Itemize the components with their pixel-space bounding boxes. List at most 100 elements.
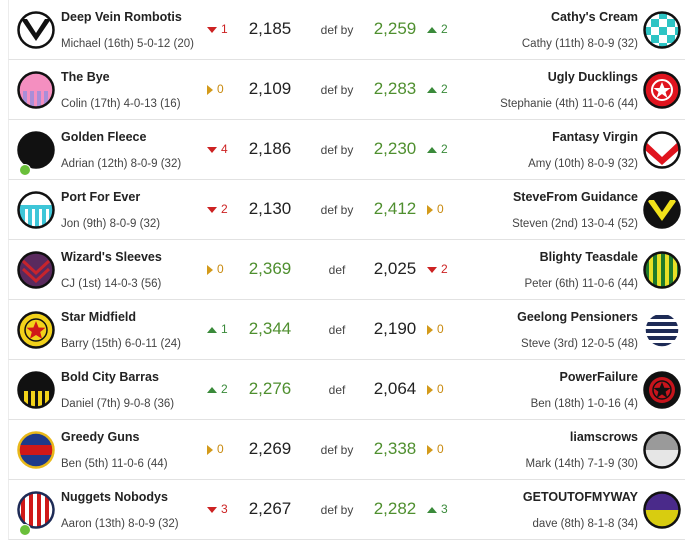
home-team-guernsey-icon[interactable] [17, 311, 55, 349]
away-team-guernsey-icon[interactable] [643, 431, 681, 469]
away-coach-record: Amy (10th) 8-0-9 (32) [528, 158, 638, 170]
home-rank-change: 0 [207, 442, 224, 456]
home-coach-record: Colin (17th) 4-0-13 (16) [61, 98, 181, 110]
away-score: 2,283 [373, 79, 417, 98]
away-team-guernsey-icon[interactable] [643, 71, 681, 109]
home-rank-change: 2 [207, 202, 228, 216]
away-score: 2,259 [373, 19, 417, 38]
match-row[interactable]: Wizard's Sleeves CJ (1st) 14-0-3 (56) 0 … [8, 240, 685, 300]
match-row[interactable]: Star Midfield Barry (15th) 6-0-11 (24) 1… [8, 300, 685, 360]
rank-movement: 4 [221, 142, 228, 156]
rank-up-icon [207, 326, 217, 333]
away-team-name[interactable]: Geelong Pensioners [517, 310, 638, 324]
home-rank-change: 0 [207, 262, 224, 276]
home-coach-record: Daniel (7th) 9-0-8 (36) [61, 398, 175, 410]
away-team-name[interactable]: SteveFrom Guidance [512, 190, 638, 204]
rank-unchanged-icon [207, 444, 213, 455]
home-team-guernsey-icon[interactable] [17, 71, 55, 109]
home-team-name[interactable]: Port For Ever [61, 190, 141, 204]
away-score: 2,338 [373, 439, 417, 458]
away-team-name[interactable]: Fantasy Virgin [552, 130, 638, 144]
home-score: 2,267 [248, 499, 292, 518]
away-team-guernsey-icon[interactable] [643, 11, 681, 49]
rank-down-icon [207, 26, 217, 33]
match-row[interactable]: Greedy Guns Ben (5th) 11-0-6 (44) 0 2,26… [8, 420, 685, 480]
home-team-guernsey-icon[interactable] [17, 431, 55, 469]
result-label: def [328, 323, 346, 337]
away-team-name[interactable]: liamscrows [569, 430, 638, 444]
rank-movement: 3 [441, 502, 448, 516]
home-team-guernsey-icon[interactable] [17, 191, 55, 229]
away-score: 2,282 [373, 499, 417, 518]
home-team-name[interactable]: Deep Vein Rombotis [61, 10, 182, 24]
home-score: 2,130 [248, 199, 292, 218]
away-team-guernsey-icon[interactable] [643, 131, 681, 169]
home-team-guernsey-icon[interactable] [17, 251, 55, 289]
home-rank-change: 2 [207, 382, 228, 396]
away-score: 2,190 [373, 319, 417, 338]
away-coach-record: Stephanie (4th) 11-0-6 (44) [500, 98, 638, 110]
away-coach-record: dave (8th) 8-1-8 (34) [532, 518, 638, 530]
rank-movement: 0 [217, 82, 224, 96]
away-team-name[interactable]: Blighty Teasdale [539, 250, 638, 264]
match-row[interactable]: Port For Ever Jon (9th) 8-0-9 (32) 2 2,1… [8, 180, 685, 240]
rank-up-icon [207, 386, 217, 393]
rank-unchanged-icon [207, 264, 213, 275]
home-team-name[interactable]: Greedy Guns [61, 430, 140, 444]
home-score: 2,369 [248, 259, 292, 278]
rank-up-icon [427, 506, 437, 513]
rank-down-icon [207, 506, 217, 513]
result-label: def by [320, 23, 354, 37]
home-team-name[interactable]: Wizard's Sleeves [61, 250, 162, 264]
away-team-name[interactable]: Cathy's Cream [550, 10, 638, 24]
rank-down-icon [207, 146, 217, 153]
rank-unchanged-icon [207, 84, 213, 95]
home-score: 2,109 [248, 79, 292, 98]
rank-movement: 0 [437, 322, 444, 336]
away-coach-record: Cathy (11th) 8-0-9 (32) [521, 38, 638, 50]
away-rank-change: 0 [427, 382, 444, 396]
away-score: 2,412 [373, 199, 417, 218]
away-team-name[interactable]: PowerFailure [559, 370, 639, 384]
match-row[interactable]: Deep Vein Rombotis Michael (16th) 5-0-12… [8, 0, 685, 60]
result-label: def by [320, 503, 354, 517]
home-team-guernsey-icon[interactable] [17, 371, 55, 409]
rank-movement: 2 [441, 82, 448, 96]
result-label: def by [320, 203, 354, 217]
match-row[interactable]: Golden Fleece Adrian (12th) 8-0-9 (32) 4… [8, 120, 685, 180]
home-rank-change: 1 [207, 322, 228, 336]
home-coach-record: Aaron (13th) 8-0-9 (32) [61, 518, 179, 530]
home-team-name[interactable]: Golden Fleece [61, 130, 147, 144]
away-team-guernsey-icon[interactable] [643, 191, 681, 229]
rank-unchanged-icon [427, 324, 433, 335]
home-team-name[interactable]: Star Midfield [61, 310, 137, 324]
home-coach-record: CJ (1st) 14-0-3 (56) [61, 278, 162, 290]
rank-movement: 2 [441, 22, 448, 36]
away-team-guernsey-icon[interactable] [643, 251, 681, 289]
away-coach-record: Ben (18th) 1-0-16 (4) [530, 398, 638, 410]
result-label: def by [320, 143, 354, 157]
away-team-guernsey-icon[interactable] [643, 371, 681, 409]
rank-up-icon [427, 146, 437, 153]
match-row[interactable]: Nuggets Nobodys Aaron (13th) 8-0-9 (32) … [8, 480, 685, 540]
rank-unchanged-icon [427, 384, 433, 395]
away-score: 2,230 [373, 139, 417, 158]
away-team-guernsey-icon[interactable] [643, 491, 681, 529]
home-team-guernsey-icon[interactable] [17, 491, 55, 529]
rank-up-icon [427, 26, 437, 33]
home-team-name[interactable]: Bold City Barras [61, 370, 159, 384]
away-team-guernsey-icon[interactable] [643, 311, 681, 349]
away-team-name[interactable]: GETOUTOFMYWAY [522, 490, 638, 504]
rank-movement: 0 [437, 382, 444, 396]
match-row[interactable]: The Bye Colin (17th) 4-0-13 (16) 0 2,109… [8, 60, 685, 120]
away-rank-change: 0 [427, 442, 444, 456]
home-team-guernsey-icon[interactable] [17, 11, 55, 49]
home-team-name[interactable]: The Bye [61, 70, 110, 84]
match-row[interactable]: Bold City Barras Daniel (7th) 9-0-8 (36)… [8, 360, 685, 420]
away-team-name[interactable]: Ugly Ducklings [547, 70, 638, 84]
away-rank-change: 0 [427, 202, 444, 216]
home-rank-change: 3 [207, 502, 228, 516]
rank-movement: 0 [217, 262, 224, 276]
home-team-name[interactable]: Nuggets Nobodys [61, 490, 168, 504]
home-team-guernsey-icon[interactable] [17, 131, 55, 169]
